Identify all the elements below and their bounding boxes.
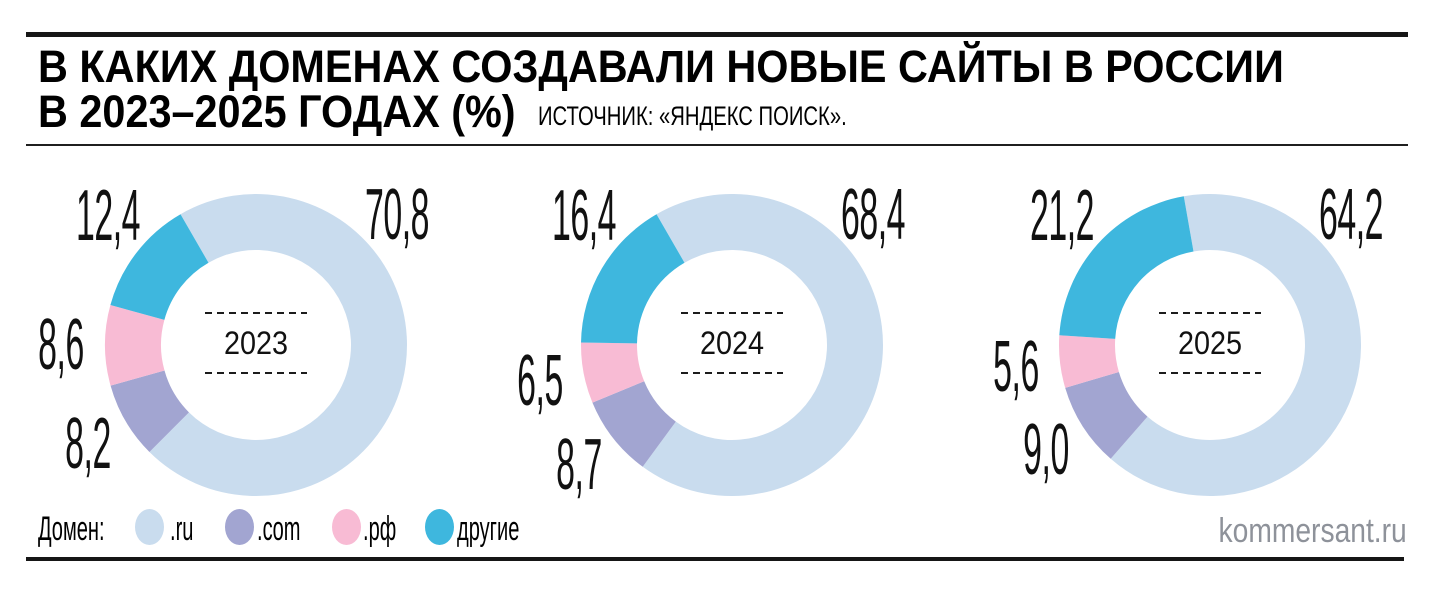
header-divider [26, 144, 1408, 146]
donut-chart-2024: 2024 68,4 8,7 6,5 16,4 [502, 170, 962, 522]
donut-slice-com [110, 370, 189, 452]
donut-slice-com [1065, 371, 1148, 459]
slice-value-label-rf: 5,6 [993, 326, 1040, 407]
donut-slice-other [1059, 196, 1194, 339]
page-title-line1: В КАКИХ ДОМЕНАХ СОЗДАВАЛИ НОВЫЕ САЙТЫ В … [38, 41, 1284, 92]
donut-2024-svg [580, 194, 883, 497]
slice-value-label-com: 8,7 [555, 425, 602, 506]
slice-value-label-other: 21,2 [1030, 176, 1094, 256]
legend-title: Домен: [38, 510, 105, 548]
legend-item-com: .com [257, 510, 301, 548]
year-label: 2025 [1177, 325, 1243, 361]
legend-item-rf: .рф [363, 510, 397, 548]
legend-dot-ru [135, 509, 164, 545]
center-dash-top [205, 312, 307, 314]
donut-slice-rf [1058, 335, 1119, 388]
slice-value-label-ru: 70,8 [365, 175, 429, 255]
brand-kommersant: kommersant.ru [1218, 512, 1407, 550]
donut-slice-ru [642, 194, 883, 497]
slice-value-label-rf: 8,6 [38, 305, 84, 386]
source-note: ИСТОЧНИК: «ЯНДЕКС ПОИСК». [538, 101, 847, 131]
center-dash-bottom [1159, 372, 1261, 374]
top-rule [26, 32, 1408, 37]
center-dash-top [1159, 312, 1261, 314]
center-dash-bottom [681, 372, 783, 374]
donut-slice-ru [149, 194, 407, 497]
slice-value-label-other: 16,4 [552, 176, 616, 256]
legend-dot-com [225, 509, 254, 545]
donut-slice-other [110, 214, 209, 320]
page-title-line2: В 2023–2025 ГОДАХ (%) [38, 86, 516, 137]
slice-value-label-ru: 64,2 [1319, 175, 1383, 255]
center-dash-bottom [205, 372, 307, 374]
slice-value-label-com: 8,2 [64, 403, 111, 484]
legend-item-other: другие [457, 510, 520, 548]
donut-slice-other [581, 214, 685, 344]
donut-2023-svg [104, 194, 407, 497]
legend-dot-other [425, 509, 454, 545]
donut-2025-svg [1058, 193, 1362, 496]
donut-slice-rf [580, 342, 645, 403]
donut-chart-2023: 2023 70,8 8,2 8,6 12,4 [26, 170, 486, 522]
donut-chart-2025: 2025 64,2 9,0 5,6 21,2 [980, 170, 1440, 522]
center-dash-top [681, 312, 783, 314]
donut-slice-ru [1110, 193, 1362, 496]
slice-value-label-rf: 6,5 [517, 341, 564, 422]
donut-slice-rf [104, 305, 165, 386]
slice-value-label-ru: 68,4 [841, 175, 905, 255]
year-label: 2023 [223, 325, 289, 361]
legend-dot-rf [332, 509, 361, 545]
bottom-rule [26, 557, 1404, 561]
year-label: 2024 [699, 325, 765, 361]
donut-slice-com [592, 381, 676, 467]
slice-value-label-other: 12,4 [76, 176, 140, 256]
slice-value-label-com: 9,0 [1023, 410, 1069, 491]
legend-item-ru: .ru [170, 510, 194, 548]
